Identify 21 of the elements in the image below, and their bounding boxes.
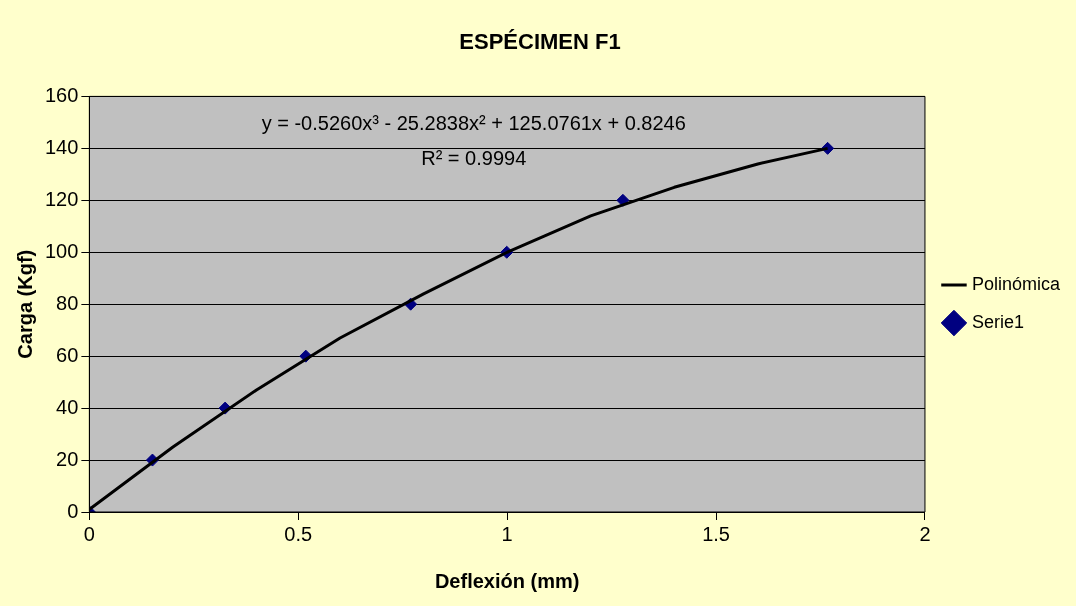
x-axis-title: Deflexión (mm): [434, 569, 580, 592]
x-tick-label: 0: [83, 522, 95, 545]
y-tick-label: 80: [56, 291, 79, 314]
legend-label: Serie1: [971, 311, 1024, 332]
y-axis-title: Carga (Kgf): [13, 249, 36, 359]
x-tick-label: 1: [501, 522, 513, 545]
annotation: R² = 0.9994: [421, 146, 527, 169]
x-tick-label: 0.5: [284, 522, 313, 545]
y-tick-label: 120: [44, 187, 79, 210]
y-tick-label: 60: [56, 343, 79, 366]
y-tick-label: 100: [44, 239, 79, 262]
x-tick-label: 1.5: [702, 522, 730, 545]
y-tick-label: 0: [67, 499, 79, 522]
x-tick-label: 2: [919, 522, 931, 545]
y-tick-label: 140: [44, 135, 79, 158]
chart-title: ESPÉCIMEN F1: [459, 29, 621, 55]
legend-label: Polinómica: [971, 273, 1061, 294]
y-tick-label: 20: [56, 447, 79, 470]
y-tick-label: 40: [56, 395, 79, 418]
y-tick-label: 160: [44, 83, 79, 106]
annotation: y = -0.5260x³ - 25.2838x² + 125.0761x + 0.8246: [261, 111, 686, 134]
